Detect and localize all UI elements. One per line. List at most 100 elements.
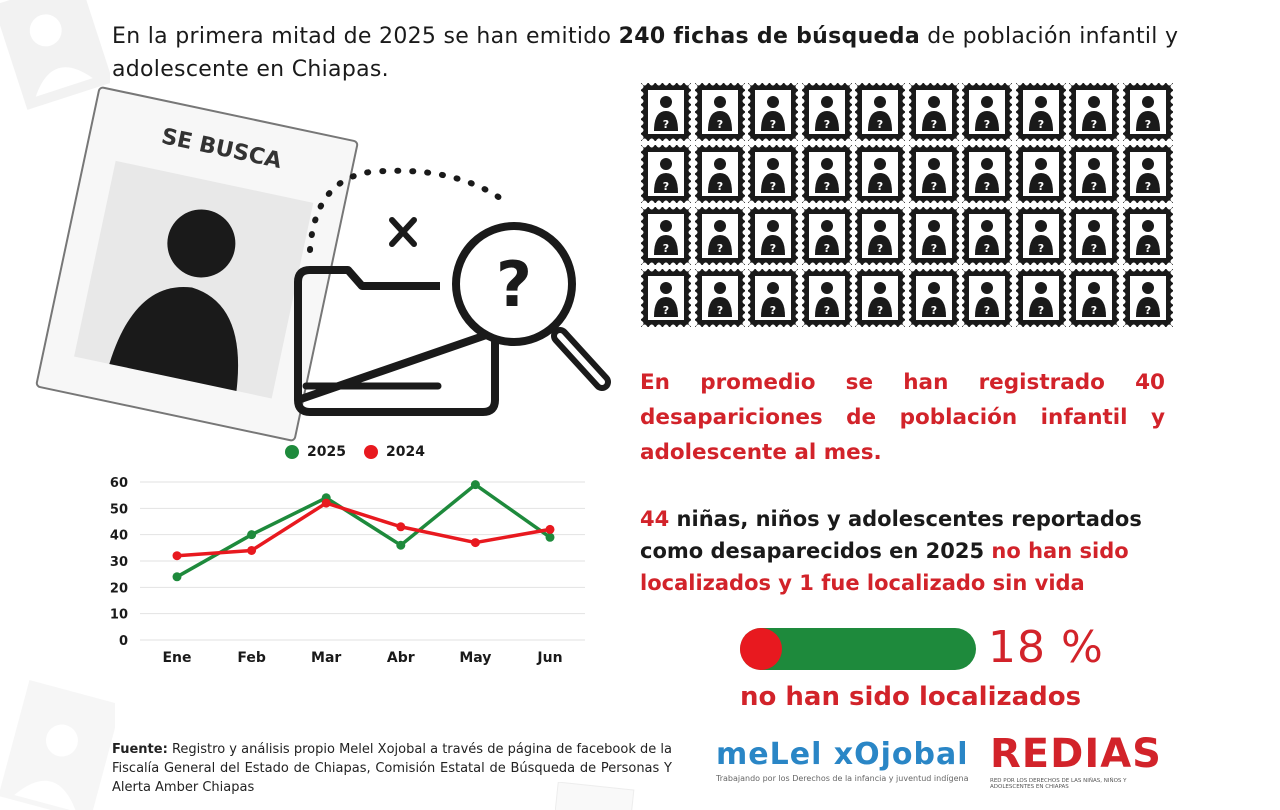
svg-text:?: ?: [1037, 118, 1043, 131]
missing-person-stamp-icon: ?: [908, 82, 960, 144]
svg-text:?: ?: [1037, 304, 1043, 317]
magnifier-question-icon: [452, 222, 576, 346]
missing-person-stamp-icon: ?: [854, 82, 906, 144]
svg-text:?: ?: [1144, 242, 1150, 255]
svg-text:?: ?: [930, 242, 936, 255]
svg-text:?: ?: [984, 304, 990, 317]
svg-text:?: ?: [1037, 180, 1043, 193]
chart-legend: 2025 2024: [285, 444, 425, 460]
x-tick-label: Abr: [387, 650, 415, 666]
missing-person-stamp-icon: ?: [961, 82, 1013, 144]
wanted-poster: SE BUSCA: [33, 83, 362, 444]
folder-icon: [294, 266, 499, 416]
y-tick-label: 30: [110, 555, 128, 570]
missing-person-stamp-icon: ?: [961, 206, 1013, 268]
source-note: Fuente: Registro y análisis propio Melel…: [112, 740, 672, 797]
missing-person-stamp-icon: ?: [1015, 82, 1067, 144]
missing-person-stamp-icon: ?: [747, 144, 799, 206]
x-tick-label: Jun: [536, 650, 562, 666]
x-tick-label: Mar: [311, 650, 341, 666]
data-point-2024: [321, 498, 331, 508]
missing-person-stamp-icon: ?: [908, 144, 960, 206]
data-point-2024: [545, 524, 555, 534]
missing-person-stamp-icon: ?: [1122, 206, 1174, 268]
svg-text:?: ?: [1037, 242, 1043, 255]
series-line-2024: [176, 501, 551, 558]
data-point-2024: [396, 522, 406, 532]
legend-swatch: [285, 445, 299, 459]
svg-text:?: ?: [663, 118, 669, 131]
missing-person-stamp-icon: ?: [801, 206, 853, 268]
x-tick-label: Ene: [162, 650, 191, 666]
faded-poster-decoration: [0, 0, 110, 110]
svg-text:?: ?: [770, 180, 776, 193]
svg-text:?: ?: [984, 180, 990, 193]
y-tick-label: 10: [110, 608, 128, 623]
dotted-path: [307, 167, 503, 253]
missing-person-stamp-icon: ?: [694, 144, 746, 206]
missing-count: 44: [640, 507, 670, 531]
data-point-2024: [470, 538, 480, 548]
missing-person-stamp-icon: ?: [961, 144, 1013, 206]
progress-caption: no han sido localizados: [740, 682, 1082, 712]
redias-logo-name: REDIAS: [990, 731, 1162, 777]
missing-person-stamp-icon: ?: [747, 82, 799, 144]
svg-text:?: ?: [663, 180, 669, 193]
svg-text:?: ?: [1144, 118, 1150, 131]
missing-person-stamp-icon: ?: [640, 82, 692, 144]
faded-poster-decoration: [0, 680, 115, 810]
svg-text:?: ?: [1091, 242, 1097, 255]
average-line-3: adolescente al mes.: [640, 440, 882, 465]
svg-text:?: ?: [1091, 118, 1097, 131]
average-line-2: desapariciones de población infantil y: [640, 405, 1165, 430]
missing-person-stamp-icon: ?: [694, 268, 746, 330]
svg-text:?: ?: [663, 242, 669, 255]
missing-person-stamp-icon: ?: [961, 268, 1013, 330]
line-chart: 0 10 20 30 40 50 60 Ene Feb Mar Abr May Jun: [110, 476, 585, 666]
data-point-2024: [172, 551, 182, 561]
svg-text:?: ?: [877, 180, 883, 193]
svg-text:?: ?: [823, 242, 829, 255]
missing-person-stamp-icon: ?: [1068, 206, 1120, 268]
redias-logo: REDIAS RED POR LOS DERECHOS DE LAS NIÑAS…: [990, 732, 1170, 790]
y-tick-label: 60: [110, 476, 128, 491]
source-text: Registro y análisis propio Melel Xojobal…: [112, 742, 672, 795]
missing-person-stamp-icon: ?: [747, 206, 799, 268]
progress-fill: [740, 628, 782, 670]
svg-text:?: ?: [984, 242, 990, 255]
missing-person-stamp-icon: ?: [640, 144, 692, 206]
missing-person-stamp-icon: ?: [1068, 144, 1120, 206]
svg-text:?: ?: [716, 180, 722, 193]
data-point-2025: [545, 532, 555, 542]
missing-person-stamp-icon: ?: [854, 206, 906, 268]
svg-text:?: ?: [770, 118, 776, 131]
missing-person-stamp-icon: ?: [801, 82, 853, 144]
missing-person-stamp-icon: ?: [640, 268, 692, 330]
redias-logo-tag: RED POR LOS DERECHOS DE LAS NIÑAS, NIÑOS…: [990, 778, 1127, 790]
missing-person-stamp-icon: ?: [1122, 82, 1174, 144]
x-tick-label: May: [459, 650, 491, 666]
progress-percent: 18 %: [988, 622, 1104, 673]
melel-xojobal-logo: meLel xOjobal Trabajando por los Derecho…: [716, 738, 969, 784]
series-line-2025: [176, 482, 552, 579]
missing-person-stamp-icon: ?: [801, 268, 853, 330]
svg-text:?: ?: [716, 118, 722, 131]
missing-person-grid: ? ? ? ? ? ? ?: [640, 82, 1175, 330]
svg-text:?: ?: [1091, 304, 1097, 317]
y-tick-label: 0: [119, 634, 128, 649]
missing-person-stamp-icon: ?: [1015, 144, 1067, 206]
missing-person-stamp-icon: ?: [640, 206, 692, 268]
intro-text: En la primera mitad de 2025 se han emiti…: [112, 20, 1182, 86]
y-tick-label: 20: [110, 581, 128, 596]
data-point-2025: [247, 530, 257, 540]
missing-person-stamp-icon: ?: [694, 82, 746, 144]
svg-text:?: ?: [770, 304, 776, 317]
svg-text:?: ?: [930, 118, 936, 131]
svg-text:?: ?: [877, 242, 883, 255]
average-text: En promedio se han registrado 40 desapar…: [640, 365, 1165, 470]
melel-logo-tag: Trabajando por los Derechos de la infanc…: [716, 774, 969, 783]
folder-magnifier-illustration: ?: [294, 167, 611, 416]
missing-person-stamp-icon: ?: [1122, 144, 1174, 206]
legend-label: 2024: [385, 444, 425, 460]
missing-stat-body: niñas, niños y adolescentes reportados c…: [640, 507, 1142, 563]
